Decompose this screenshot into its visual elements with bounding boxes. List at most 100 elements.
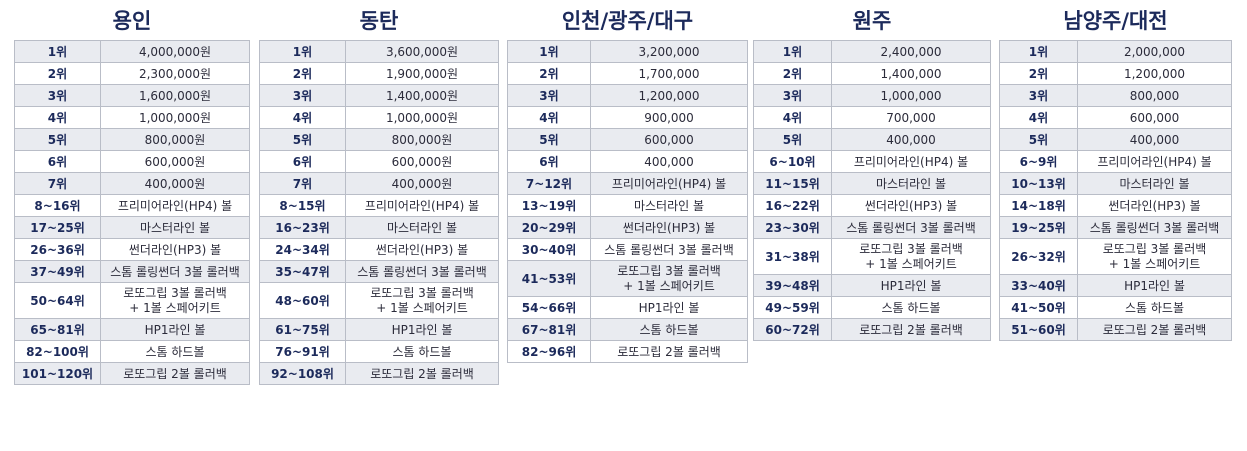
rank-cell: 16~23위 bbox=[259, 216, 346, 239]
table-row: 37~49위 스톰 롤링썬더 3볼 롤러백 bbox=[14, 260, 250, 283]
table-row: 11~15위 마스터라인 볼 bbox=[753, 172, 991, 195]
rank-cell: 3위 bbox=[14, 84, 101, 107]
region-title: 남양주/대전 bbox=[1063, 9, 1168, 33]
prize-cell: 로또그립 3볼 롤러백 + 1볼 스페어키트 bbox=[831, 238, 991, 275]
rank-cell: 2위 bbox=[507, 62, 591, 85]
rank-cell: 3위 bbox=[259, 84, 346, 107]
prize-cell: 로또그립 2볼 롤러백 bbox=[590, 340, 748, 363]
rank-cell: 24~34위 bbox=[259, 238, 346, 261]
prize-cell: 마스터라인 볼 bbox=[345, 216, 499, 239]
rank-cell: 67~81위 bbox=[507, 318, 591, 341]
prize-cell: 썬더라인(HP3) 볼 bbox=[100, 238, 250, 261]
prize-table: 1위 4,000,000원 2위 2,300,000원 3위 1,600,000원 4위 1,… bbox=[14, 40, 250, 385]
prize-cell: 썬더라인(HP3) 볼 bbox=[1077, 194, 1232, 217]
table-row: 19~25위 스톰 롤링썬더 3볼 롤러백 bbox=[999, 216, 1232, 239]
table-row: 7위 400,000원 bbox=[259, 172, 499, 195]
rank-cell: 13~19위 bbox=[507, 194, 591, 217]
table-row: 6위 600,000원 bbox=[259, 150, 499, 173]
table-row: 26~36위 썬더라인(HP3) 볼 bbox=[14, 238, 250, 261]
prize-cell: 로또그립 3볼 롤러백 + 1볼 스페어키트 bbox=[590, 260, 748, 297]
table-row: 35~47위 스톰 롤링썬더 3볼 롤러백 bbox=[259, 260, 499, 283]
table-row: 1위 2,400,000 bbox=[753, 40, 991, 63]
table-row: 4위 700,000 bbox=[753, 106, 991, 129]
prize-cell: 스톰 롤링썬더 3볼 롤러백 bbox=[100, 260, 250, 283]
prize-cell: 로또그립 2볼 롤러백 bbox=[1077, 318, 1232, 341]
rank-cell: 1위 bbox=[14, 40, 101, 63]
table-row: 41~50위 스톰 하드볼 bbox=[999, 296, 1232, 319]
rank-cell: 3위 bbox=[753, 84, 832, 107]
prize-cell: 600,000원 bbox=[100, 150, 250, 173]
prize-cell: 스톰 롤링썬더 3볼 롤러백 bbox=[831, 216, 991, 239]
prize-table: 1위 2,400,000 2위 1,400,000 3위 1,000,000 4위 700,0… bbox=[753, 40, 991, 341]
region-title: 원주 bbox=[852, 9, 892, 33]
table-row: 8~16위 프리미어라인(HP4) 볼 bbox=[14, 194, 250, 217]
table-row: 41~53위 로또그립 3볼 롤러백 + 1볼 스페어키트 bbox=[507, 260, 748, 297]
rank-cell: 17~25위 bbox=[14, 216, 101, 239]
rank-cell: 1위 bbox=[999, 40, 1078, 63]
rank-cell: 1위 bbox=[507, 40, 591, 63]
prize-table: 1위 3,600,000원 2위 1,900,000원 3위 1,400,000원 4위 1,… bbox=[259, 40, 499, 385]
rank-cell: 41~53위 bbox=[507, 260, 591, 297]
rank-cell: 26~36위 bbox=[14, 238, 101, 261]
table-block-dongtan: 동탄 1위 3,600,000원 2위 1,900,000원 3위 1,400,000원 4… bbox=[259, 0, 499, 385]
rank-cell: 82~100위 bbox=[14, 340, 101, 363]
table-row: 65~81위 HP1라인 볼 bbox=[14, 318, 250, 341]
prize-cell: 800,000원 bbox=[100, 128, 250, 151]
prize-cell: 로또그립 3볼 롤러백 + 1볼 스페어키트 bbox=[1077, 238, 1232, 275]
prize-cell: 1,700,000 bbox=[590, 62, 748, 85]
rank-cell: 23~30위 bbox=[753, 216, 832, 239]
table-row: 4위 1,000,000원 bbox=[259, 106, 499, 129]
table-row: 3위 800,000 bbox=[999, 84, 1232, 107]
rank-cell: 92~108위 bbox=[259, 362, 346, 385]
table-row: 60~72위 로또그립 2볼 롤러백 bbox=[753, 318, 991, 341]
rank-cell: 10~13위 bbox=[999, 172, 1078, 195]
prize-cell: 마스터라인 볼 bbox=[590, 194, 748, 217]
rank-cell: 5위 bbox=[999, 128, 1078, 151]
table-row: 7~12위 프리미어라인(HP4) 볼 bbox=[507, 172, 748, 195]
rank-cell: 82~96위 bbox=[507, 340, 591, 363]
region-title: 용인 bbox=[112, 9, 152, 33]
rank-cell: 1위 bbox=[259, 40, 346, 63]
table-row: 101~120위 로또그립 2볼 롤러백 bbox=[14, 362, 250, 385]
prize-cell: 로또그립 2볼 롤러백 bbox=[100, 362, 250, 385]
table-row: 2위 1,700,000 bbox=[507, 62, 748, 85]
table-row: 49~59위 스톰 하드볼 bbox=[753, 296, 991, 319]
rank-cell: 5위 bbox=[259, 128, 346, 151]
prize-cell: 프리미어라인(HP4) 볼 bbox=[1077, 150, 1232, 173]
table-row: 82~96위 로또그립 2볼 롤러백 bbox=[507, 340, 748, 363]
prize-cell: 썬더라인(HP3) 볼 bbox=[831, 194, 991, 217]
table-row: 24~34위 썬더라인(HP3) 볼 bbox=[259, 238, 499, 261]
prize-cell: 800,000 bbox=[1077, 84, 1232, 107]
prize-cell: 프리미어라인(HP4) 볼 bbox=[831, 150, 991, 173]
table-row: 7위 400,000원 bbox=[14, 172, 250, 195]
table-row: 5위 600,000 bbox=[507, 128, 748, 151]
table-row: 8~15위 프리미어라인(HP4) 볼 bbox=[259, 194, 499, 217]
table-row: 5위 400,000 bbox=[999, 128, 1232, 151]
table-row: 67~81위 스톰 하드볼 bbox=[507, 318, 748, 341]
rank-cell: 4위 bbox=[999, 106, 1078, 129]
table-row: 51~60위 로또그립 2볼 롤러백 bbox=[999, 318, 1232, 341]
prize-cell: 1,000,000원 bbox=[100, 106, 250, 129]
prize-cell: 1,000,000 bbox=[831, 84, 991, 107]
table-row: 61~75위 HP1라인 볼 bbox=[259, 318, 499, 341]
prize-cell: 1,000,000원 bbox=[345, 106, 499, 129]
prize-cell: HP1라인 볼 bbox=[1077, 274, 1232, 297]
table-row: 50~64위 로또그립 3볼 롤러백 + 1볼 스페어키트 bbox=[14, 282, 250, 319]
table-row: 3위 1,600,000원 bbox=[14, 84, 250, 107]
rank-cell: 60~72위 bbox=[753, 318, 832, 341]
prize-cell: 800,000원 bbox=[345, 128, 499, 151]
prize-cell: 1,900,000원 bbox=[345, 62, 499, 85]
table-row: 33~40위 HP1라인 볼 bbox=[999, 274, 1232, 297]
rank-cell: 26~32위 bbox=[999, 238, 1078, 275]
prize-cell: 스톰 하드볼 bbox=[831, 296, 991, 319]
rank-cell: 4위 bbox=[14, 106, 101, 129]
table-row: 5위 400,000 bbox=[753, 128, 991, 151]
table-row: 3위 1,200,000 bbox=[507, 84, 748, 107]
prize-cell: 스톰 하드볼 bbox=[1077, 296, 1232, 319]
rank-cell: 20~29위 bbox=[507, 216, 591, 239]
prize-cell: 프리미어라인(HP4) 볼 bbox=[345, 194, 499, 217]
prize-cell: 600,000원 bbox=[345, 150, 499, 173]
prize-cell: HP1라인 볼 bbox=[345, 318, 499, 341]
prize-cell: 1,200,000 bbox=[590, 84, 748, 107]
table-row: 4위 900,000 bbox=[507, 106, 748, 129]
